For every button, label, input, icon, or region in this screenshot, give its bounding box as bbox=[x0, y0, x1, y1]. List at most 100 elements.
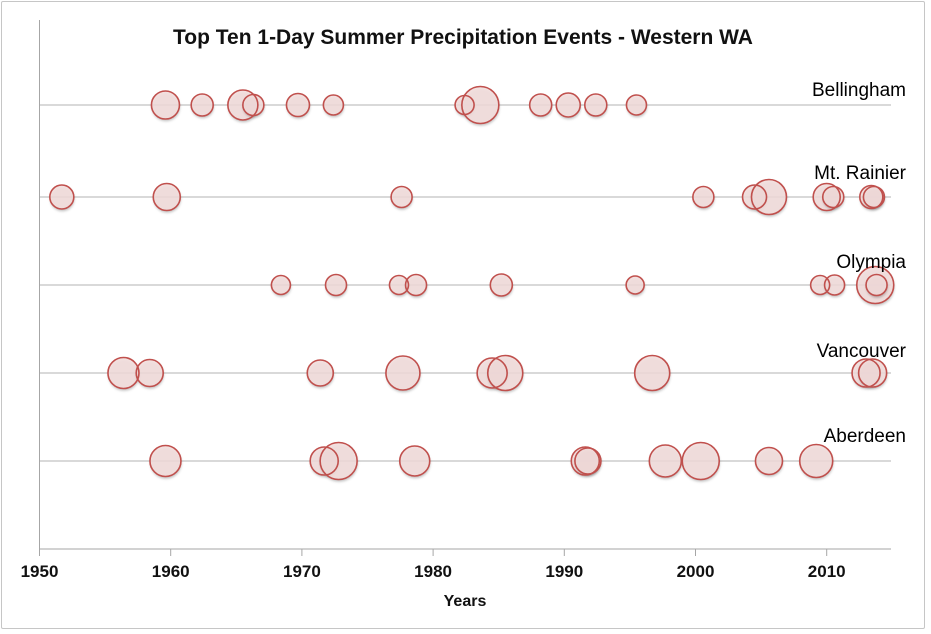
x-tick-label-1950: 1950 bbox=[21, 562, 59, 581]
bubble-aberdeen bbox=[149, 444, 182, 478]
bubble-olympia bbox=[823, 274, 846, 296]
bubble-aberdeen bbox=[309, 446, 340, 476]
bubble-bellingham bbox=[528, 93, 553, 117]
bubble-fill-bellingham bbox=[626, 95, 647, 115]
bubble-vancouver bbox=[385, 355, 421, 391]
bubble-fill-bellingham bbox=[191, 94, 214, 116]
bubble-fill-vancouver bbox=[858, 359, 887, 387]
axis-layer bbox=[39, 20, 891, 556]
bubble-bellingham bbox=[322, 94, 345, 116]
bubble-aberdeen bbox=[319, 441, 358, 481]
bubble-olympia bbox=[404, 273, 428, 297]
bubble-mt-rainier bbox=[821, 185, 845, 209]
bubble-bellingham bbox=[555, 92, 582, 118]
bubble-fill-mt-rainier bbox=[751, 179, 787, 215]
bubble-aberdeen bbox=[681, 441, 721, 481]
bubble-fill-vancouver bbox=[634, 355, 670, 391]
bubble-fill-bellingham bbox=[151, 91, 180, 119]
bubble-vancouver bbox=[851, 358, 881, 388]
bubble-fill-olympia bbox=[325, 274, 347, 296]
bubble-fill-bellingham bbox=[556, 93, 581, 117]
bubble-fill-mt-rainier bbox=[49, 185, 74, 209]
bubble-fill-olympia bbox=[405, 274, 427, 296]
x-tick-label-1990: 1990 bbox=[545, 562, 583, 581]
bubble-aberdeen bbox=[754, 446, 784, 476]
bubble-olympia bbox=[625, 275, 645, 295]
series-label-aberdeen: Aberdeen bbox=[824, 426, 906, 447]
bubble-mt-rainier bbox=[862, 185, 886, 209]
series-label-bellingham: Bellingham bbox=[812, 80, 906, 101]
bubble-bellingham bbox=[227, 89, 259, 121]
bubble-fill-vancouver bbox=[107, 357, 139, 389]
bubble-fill-aberdeen bbox=[399, 446, 430, 476]
bubble-fill-olympia bbox=[866, 274, 888, 296]
bubble-fill-olympia bbox=[626, 276, 645, 294]
bubble-vancouver bbox=[135, 358, 165, 388]
bubble-mt-rainier bbox=[859, 184, 884, 210]
bubble-olympia bbox=[855, 265, 895, 305]
bubble-fill-vancouver bbox=[136, 359, 164, 387]
bubble-olympia bbox=[489, 273, 514, 297]
labels-layer: 1950 1960 1970 1980 1990 2000 2010 Bellingham Mt… bbox=[21, 80, 907, 581]
bubble-fill-aberdeen bbox=[755, 447, 783, 475]
x-tick-label-2000: 2000 bbox=[677, 562, 715, 581]
bubble-mt-rainier bbox=[750, 178, 788, 216]
bubble-vancouver bbox=[857, 358, 888, 388]
bubbles-layer bbox=[49, 85, 895, 481]
series-label-olympia: Olympia bbox=[836, 252, 906, 273]
bubble-vancouver bbox=[476, 357, 508, 389]
bubble-vancouver bbox=[633, 354, 671, 392]
bubble-fill-mt-rainier bbox=[391, 186, 413, 208]
bubble-aberdeen bbox=[574, 447, 602, 475]
gridlines-layer bbox=[39, 104, 891, 462]
bubble-bellingham bbox=[625, 94, 648, 116]
bubble-olympia bbox=[388, 274, 410, 296]
x-axis-title: Years bbox=[444, 593, 487, 610]
bubble-mt-rainier bbox=[692, 185, 715, 209]
bubble-mt-rainier bbox=[390, 185, 413, 209]
bubble-aberdeen bbox=[398, 445, 431, 477]
bubble-mt-rainier bbox=[741, 184, 768, 210]
bubble-fill-vancouver bbox=[487, 355, 523, 391]
chart-title: Top Ten 1-Day Summer Precipitation Event… bbox=[173, 26, 753, 49]
bubble-aberdeen bbox=[648, 444, 683, 478]
bubble-vancouver bbox=[306, 359, 335, 387]
bubble-mt-rainier bbox=[812, 182, 842, 212]
series-label-vancouver: Vancouver bbox=[817, 341, 907, 362]
bubble-fill-aberdeen bbox=[799, 444, 833, 478]
bubble-fill-olympia bbox=[389, 275, 409, 295]
x-tick-label-1980: 1980 bbox=[414, 562, 452, 581]
bubble-bellingham bbox=[242, 93, 265, 117]
bubble-fill-bellingham bbox=[286, 93, 310, 117]
bubble-fill-aberdeen bbox=[574, 448, 601, 474]
bubble-olympia bbox=[865, 273, 888, 297]
bubble-fill-bellingham bbox=[323, 95, 344, 115]
bubble-fill-aberdeen bbox=[682, 442, 720, 480]
bubble-aberdeen bbox=[570, 446, 601, 476]
bubble-olympia bbox=[270, 274, 292, 296]
bubble-fill-vancouver bbox=[307, 360, 334, 386]
bubble-fill-aberdeen bbox=[149, 445, 181, 477]
bubble-fill-olympia bbox=[490, 274, 513, 296]
x-tick-label-1960: 1960 bbox=[152, 562, 190, 581]
bubble-fill-bellingham bbox=[242, 94, 264, 116]
bubble-mt-rainier bbox=[152, 182, 182, 212]
bubble-fill-mt-rainier bbox=[863, 186, 885, 208]
bubble-olympia bbox=[809, 274, 831, 296]
bubble-vancouver bbox=[107, 356, 140, 390]
x-tick-label-1970: 1970 bbox=[283, 562, 321, 581]
bubble-aberdeen bbox=[798, 443, 834, 479]
bubble-bellingham bbox=[190, 93, 214, 117]
bubble-fill-olympia bbox=[271, 275, 291, 295]
bubble-fill-aberdeen bbox=[649, 445, 682, 477]
bubble-bellingham bbox=[461, 85, 500, 125]
x-tick-label-2010: 2010 bbox=[808, 562, 846, 581]
bubble-fill-mt-rainier bbox=[692, 186, 714, 208]
bubble-mt-rainier bbox=[49, 184, 75, 210]
bubble-vancouver bbox=[486, 354, 524, 392]
bubble-bellingham bbox=[285, 92, 311, 118]
bubble-bellingham bbox=[150, 90, 181, 120]
bubble-fill-bellingham bbox=[461, 86, 499, 124]
